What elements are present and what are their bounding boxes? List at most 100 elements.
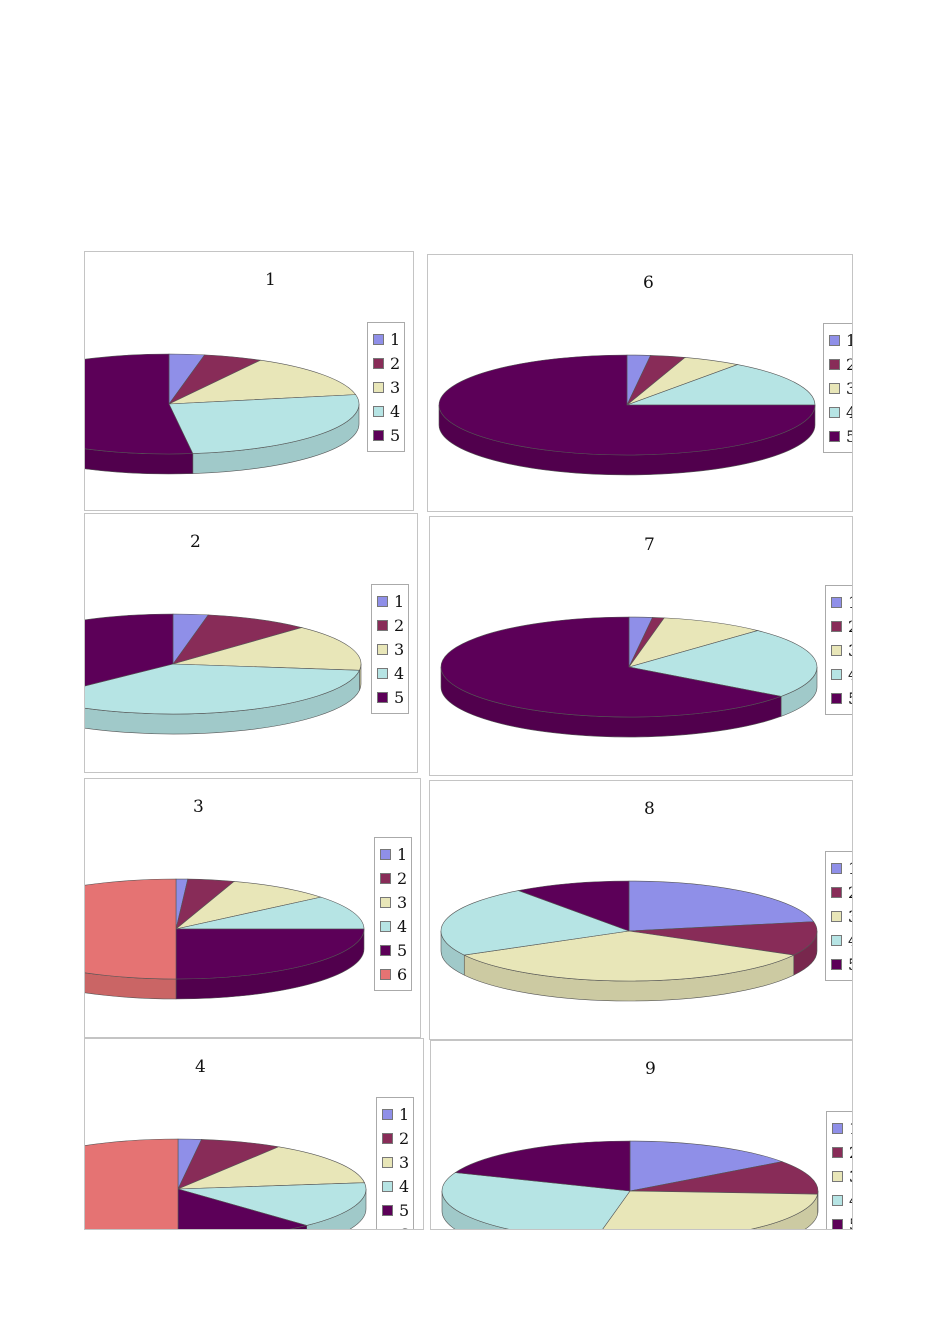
- legend-swatch: [380, 968, 391, 980]
- legend-label: 6: [397, 964, 408, 984]
- pie-slice-2: [172, 614, 303, 665]
- legend-label: 1: [848, 593, 852, 612]
- pie-slice-4: [440, 890, 630, 956]
- pie-slice-4: [85, 663, 360, 715]
- legend-swatch: [831, 596, 842, 608]
- legend-label: 4: [390, 401, 401, 421]
- pie-slice-side-5: [289, 1225, 307, 1229]
- legend-item: 5: [832, 1212, 852, 1229]
- chart-legend: 1 2 3 4 5 6: [374, 837, 412, 991]
- legend-item: 2: [829, 352, 852, 376]
- legend-label: 1: [390, 329, 401, 349]
- pie-slice-2: [629, 1161, 819, 1195]
- legend-label: 1: [848, 859, 852, 878]
- chart-legend: 1 2 3 4 5 6: [376, 1097, 414, 1230]
- pie-chart: [85, 353, 360, 475]
- legend-swatch: [832, 1170, 843, 1182]
- chart-title: 1: [265, 270, 276, 290]
- legend-swatch: [829, 358, 840, 370]
- pie-chart: [440, 880, 818, 1002]
- legend-label: 2: [846, 355, 852, 374]
- chart-panel-8: 8 1 2 3 4 5: [429, 780, 853, 1040]
- chart-panel-9: 9 1 2 3 4 5: [430, 1040, 853, 1230]
- legend-item: 2: [832, 1140, 852, 1164]
- legend-item: 2: [831, 614, 852, 638]
- legend-item: 4: [377, 661, 404, 685]
- legend-swatch: [831, 934, 842, 946]
- legend-item: 2: [382, 1126, 409, 1150]
- legend-swatch: [829, 430, 840, 442]
- pie-chart: [85, 613, 362, 735]
- pie-slice-1: [629, 1140, 784, 1192]
- legend-label: 1: [849, 1119, 852, 1138]
- pie-slice-5: [175, 928, 365, 980]
- legend-swatch: [832, 1122, 843, 1134]
- legend-label: 4: [848, 931, 852, 950]
- legend-label: 1: [399, 1104, 410, 1124]
- pie-slice-5: [85, 353, 194, 455]
- legend-swatch: [829, 334, 840, 346]
- legend-item: 6: [380, 962, 408, 986]
- pie-slice-3: [168, 359, 357, 405]
- legend-label: 4: [846, 403, 852, 422]
- legend-item: 1: [380, 842, 408, 866]
- legend-label: 3: [397, 892, 408, 912]
- legend-label: 5: [390, 425, 401, 445]
- legend-label: 1: [397, 844, 408, 864]
- legend-swatch: [380, 944, 391, 956]
- legend-swatch: [380, 920, 391, 932]
- pie-slice-3: [175, 881, 323, 930]
- pie-slice-4: [175, 896, 365, 930]
- legend-swatch: [829, 406, 840, 418]
- pie-chart: [85, 878, 365, 1000]
- legend-item: 4: [829, 400, 852, 424]
- legend-item: 5: [382, 1198, 409, 1222]
- legend-label: 2: [390, 353, 401, 373]
- legend-swatch: [831, 886, 842, 898]
- legend-swatch: [831, 620, 842, 632]
- legend-item: 3: [832, 1164, 852, 1188]
- legend-item: 3: [831, 638, 852, 662]
- legend-item: 2: [831, 880, 852, 904]
- pie-chart: [85, 1138, 367, 1229]
- legend-item: 4: [382, 1174, 409, 1198]
- legend-item: 4: [832, 1188, 852, 1212]
- legend-swatch: [382, 1132, 393, 1144]
- legend-label: 5: [848, 689, 852, 708]
- legend-label: 1: [846, 331, 852, 350]
- legend-label: 3: [394, 639, 405, 659]
- legend-swatch: [380, 872, 391, 884]
- chart-panel-6: 6 1 2 3 4 5: [427, 254, 853, 512]
- legend-item: 6: [382, 1222, 409, 1230]
- legend-item: 4: [831, 662, 852, 686]
- pie-slice-5: [454, 1140, 631, 1192]
- pie-chart: [441, 1140, 819, 1229]
- legend-swatch: [373, 429, 384, 441]
- legend-item: 1: [832, 1116, 852, 1140]
- legend-item: 1: [373, 327, 401, 351]
- pie-slice-6: [85, 1138, 179, 1229]
- pie-slice-3: [463, 930, 795, 982]
- chart-legend: 1 2 3 4 5: [371, 584, 409, 714]
- legend-item: 1: [831, 856, 852, 880]
- legend-label: 4: [849, 1191, 852, 1210]
- legend-swatch: [373, 333, 384, 345]
- legend-item: 1: [831, 590, 852, 614]
- legend-swatch: [831, 644, 842, 656]
- legend-label: 5: [394, 687, 405, 707]
- legend-swatch: [373, 357, 384, 369]
- legend-swatch: [377, 595, 388, 607]
- pie-slice-3: [602, 1190, 819, 1229]
- legend-label: 6: [399, 1225, 409, 1230]
- legend-label: 2: [848, 617, 852, 636]
- chart-legend: 1 2 3 4 5: [823, 323, 852, 453]
- legend-label: 3: [849, 1167, 852, 1186]
- legend-item: 1: [382, 1102, 410, 1126]
- chart-legend: 1 2 3 4 5: [825, 585, 852, 715]
- legend-item: 5: [831, 952, 852, 976]
- legend-label: 5: [848, 955, 852, 974]
- pie-slice-3: [628, 617, 759, 668]
- chart-legend: 1 2 3 4 5: [826, 1111, 852, 1229]
- legend-label: 3: [846, 379, 852, 398]
- chart-legend: 1 2 3 4 5: [367, 322, 405, 452]
